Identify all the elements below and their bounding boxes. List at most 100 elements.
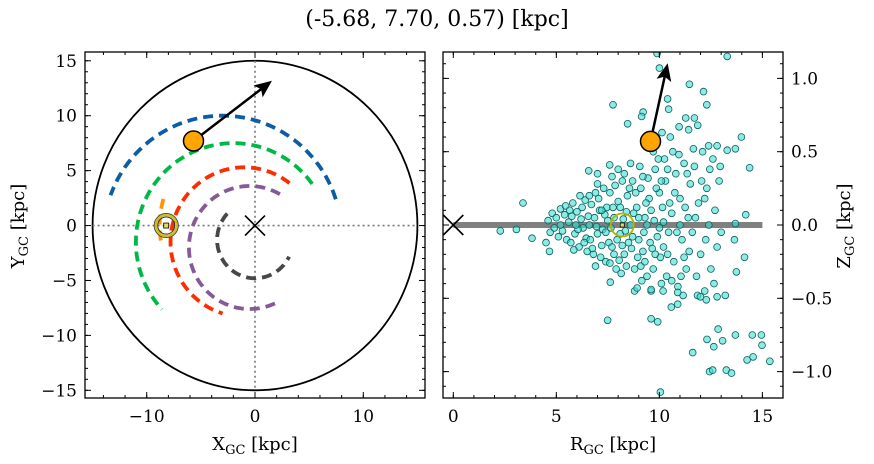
scatter-point: [618, 241, 627, 250]
scatter-point: [708, 366, 717, 374]
scatter-point: [665, 199, 674, 207]
scatter-point: [727, 369, 736, 377]
scatter-point: [704, 142, 713, 150]
scatter-point: [634, 213, 643, 222]
scatter-point: [567, 212, 576, 221]
scatter-point: [701, 235, 710, 244]
left-x-axis-label: XGC [kpc]: [212, 434, 297, 458]
scatter-point: [637, 276, 646, 285]
scatter-point: [606, 278, 615, 287]
x-tick-label: 0: [448, 407, 459, 427]
scatter-point: [658, 203, 667, 212]
scatter-point: [606, 259, 614, 267]
scatter-point: [732, 268, 741, 276]
scatter-point: [683, 169, 691, 178]
scatter-point: [631, 188, 640, 197]
scatter-point: [655, 224, 664, 232]
scatter-point: [554, 232, 563, 241]
scatter-point: [629, 209, 638, 218]
galactic-center-cross-icon: [244, 214, 266, 237]
scatter-point: [673, 228, 681, 237]
sun-center-icon: [163, 222, 170, 229]
x-tick-label: 10: [649, 407, 671, 427]
y-tick-label: −5: [52, 271, 77, 291]
scatter-point: [702, 101, 711, 109]
scatter-point: [649, 265, 657, 273]
scatter-point: [572, 221, 580, 229]
scatter-point: [569, 246, 578, 254]
scatter-point: [716, 162, 724, 171]
scatter-point: [698, 147, 707, 156]
scatter-point: [613, 235, 621, 244]
scatter-point: [681, 114, 690, 122]
scatter-point: [743, 356, 751, 364]
scatter-point: [584, 167, 593, 175]
scatter-point: [619, 215, 628, 223]
scatter-point: [715, 177, 723, 185]
y-tick-label: −1.0: [791, 363, 832, 383]
left-y-axis-label: YGC [kpc]: [8, 184, 32, 270]
scatter-point: [699, 87, 708, 96]
scatter-point: [757, 331, 766, 339]
scatter-point: [691, 213, 700, 222]
scatter-point: [564, 218, 573, 226]
orbit-arc: [168, 165, 291, 316]
scatter-point: [528, 234, 536, 243]
scatter-point: [663, 95, 672, 103]
scatter-point: [610, 250, 618, 259]
scatter-point: [653, 52, 661, 58]
scatter-point: [657, 177, 666, 185]
scatter-point: [584, 212, 593, 221]
y-tick-label: 0: [66, 217, 77, 237]
scatter-point: [690, 114, 699, 122]
scatter-point: [675, 150, 683, 159]
scatter-point: [597, 241, 606, 250]
galactic-center-cross-icon: [443, 214, 464, 236]
scatter-point: [597, 206, 606, 215]
scatter-point: [614, 165, 622, 174]
scatter-point: [711, 206, 719, 215]
scatter-point: [655, 64, 664, 72]
scatter-point: [587, 200, 596, 209]
sun-outer-ring-icon: [153, 213, 179, 239]
scatter-point: [693, 121, 702, 130]
scatter-point: [642, 199, 650, 207]
scatter-point: [694, 199, 703, 207]
object-marker: [639, 130, 662, 153]
scatter-point: [656, 388, 665, 396]
scatter-point: [696, 250, 705, 259]
scatter-point: [612, 265, 620, 273]
scatter-point: [690, 162, 699, 171]
scatter-point: [721, 291, 730, 300]
y-tick-label: 1.0: [791, 69, 818, 89]
left-axes: −10 0 10 15 10 5 0 −5 −10 −15: [41, 51, 426, 427]
scatter-point: [688, 348, 697, 357]
x-tick-label: 15: [752, 407, 774, 427]
scatter-point: [676, 221, 684, 229]
scatter-point: [560, 210, 569, 219]
scatter-point: [713, 292, 721, 301]
scatter-point: [591, 188, 600, 197]
scatter-point: [636, 184, 645, 193]
scatter-point: [673, 300, 682, 309]
object-marker: [182, 130, 205, 152]
scatter-point: [623, 191, 632, 200]
scatter-point: [685, 80, 694, 89]
y-tick-label: 15: [55, 52, 77, 72]
scatter-point: [608, 243, 616, 251]
right-y-axis-label: ZGC [kpc]: [834, 183, 858, 268]
scatter-point: [697, 177, 706, 185]
scatter-point: [678, 235, 686, 244]
scatter-point: [634, 235, 643, 244]
scatter-point: [740, 253, 749, 262]
scatter-point: [512, 225, 521, 234]
scatter-point: [703, 335, 711, 344]
scatter-point: [714, 325, 722, 333]
scatter-point: [662, 272, 671, 281]
scatter-point: [745, 164, 754, 172]
scatter-point: [640, 228, 648, 237]
scatter-point: [617, 269, 625, 278]
scatter-point: [741, 210, 750, 219]
scatter-point: [623, 120, 632, 128]
scatter-point: [630, 265, 639, 273]
